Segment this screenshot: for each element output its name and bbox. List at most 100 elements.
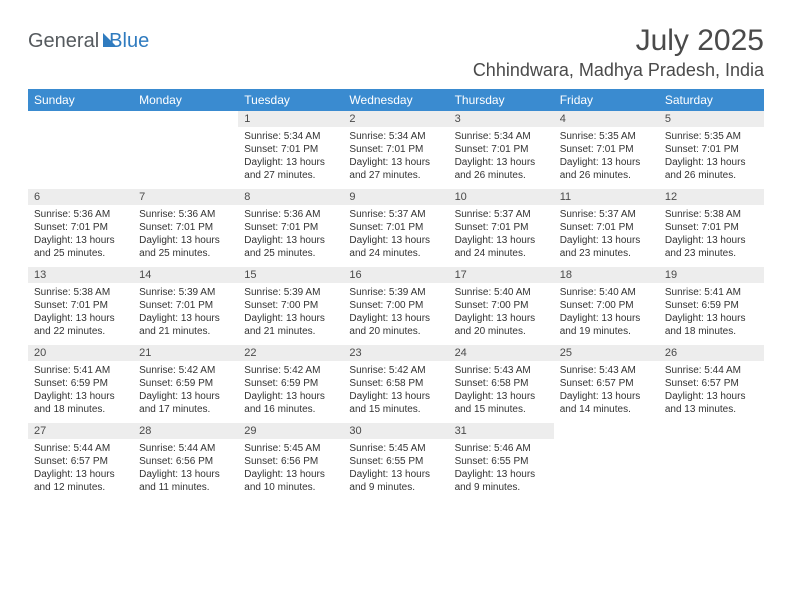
- sunset-text: Sunset: 6:55 PM: [455, 455, 548, 468]
- col-saturday: Saturday: [659, 89, 764, 111]
- day-info-cell: Sunrise: 5:34 AMSunset: 7:01 PMDaylight:…: [238, 127, 343, 189]
- daylight-text: Daylight: 13 hours and 15 minutes.: [455, 390, 548, 416]
- col-sunday: Sunday: [28, 89, 133, 111]
- col-monday: Monday: [133, 89, 238, 111]
- day-info-cell: Sunrise: 5:40 AMSunset: 7:00 PMDaylight:…: [554, 283, 659, 345]
- sunset-text: Sunset: 7:00 PM: [349, 299, 442, 312]
- sunset-text: Sunset: 6:59 PM: [34, 377, 127, 390]
- week-info-row: Sunrise: 5:34 AMSunset: 7:01 PMDaylight:…: [28, 127, 764, 189]
- day-number-cell: 7: [133, 189, 238, 205]
- daylight-text: Daylight: 13 hours and 17 minutes.: [139, 390, 232, 416]
- day-number-cell: 29: [238, 423, 343, 439]
- day-info-cell: Sunrise: 5:44 AMSunset: 6:56 PMDaylight:…: [133, 439, 238, 501]
- day-number-cell: 10: [449, 189, 554, 205]
- day-info-cell: Sunrise: 5:35 AMSunset: 7:01 PMDaylight:…: [554, 127, 659, 189]
- sunset-text: Sunset: 6:55 PM: [349, 455, 442, 468]
- day-info-cell: [133, 127, 238, 189]
- daylight-text: Daylight: 13 hours and 26 minutes.: [455, 156, 548, 182]
- day-number-cell: 12: [659, 189, 764, 205]
- daylight-text: Daylight: 13 hours and 20 minutes.: [455, 312, 548, 338]
- daylight-text: Daylight: 13 hours and 25 minutes.: [34, 234, 127, 260]
- week-daynum-row: 13141516171819: [28, 267, 764, 283]
- sunrise-text: Sunrise: 5:39 AM: [349, 286, 442, 299]
- day-number-cell: 14: [133, 267, 238, 283]
- day-info-cell: Sunrise: 5:42 AMSunset: 6:59 PMDaylight:…: [238, 361, 343, 423]
- day-info-cell: [659, 439, 764, 501]
- col-wednesday: Wednesday: [343, 89, 448, 111]
- week-daynum-row: 20212223242526: [28, 345, 764, 361]
- title-block: July 2025 Chhindwara, Madhya Pradesh, In…: [473, 24, 764, 81]
- week-daynum-row: 6789101112: [28, 189, 764, 205]
- day-number-cell: 26: [659, 345, 764, 361]
- day-number-cell: 24: [449, 345, 554, 361]
- week-daynum-row: 12345: [28, 111, 764, 127]
- sunrise-text: Sunrise: 5:42 AM: [349, 364, 442, 377]
- sunrise-text: Sunrise: 5:37 AM: [560, 208, 653, 221]
- sunset-text: Sunset: 7:01 PM: [34, 221, 127, 234]
- daylight-text: Daylight: 13 hours and 16 minutes.: [244, 390, 337, 416]
- sunrise-text: Sunrise: 5:35 AM: [665, 130, 758, 143]
- sunrise-text: Sunrise: 5:34 AM: [244, 130, 337, 143]
- sunset-text: Sunset: 6:59 PM: [139, 377, 232, 390]
- day-number-cell: 25: [554, 345, 659, 361]
- daylight-text: Daylight: 13 hours and 18 minutes.: [665, 312, 758, 338]
- daylight-text: Daylight: 13 hours and 10 minutes.: [244, 468, 337, 494]
- day-info-cell: Sunrise: 5:39 AMSunset: 7:00 PMDaylight:…: [343, 283, 448, 345]
- daylight-text: Daylight: 13 hours and 12 minutes.: [34, 468, 127, 494]
- day-info-cell: Sunrise: 5:36 AMSunset: 7:01 PMDaylight:…: [238, 205, 343, 267]
- sunset-text: Sunset: 7:01 PM: [349, 143, 442, 156]
- day-info-cell: Sunrise: 5:41 AMSunset: 6:59 PMDaylight:…: [28, 361, 133, 423]
- day-number-cell: 20: [28, 345, 133, 361]
- day-info-cell: [28, 127, 133, 189]
- day-number-cell: 31: [449, 423, 554, 439]
- daylight-text: Daylight: 13 hours and 27 minutes.: [349, 156, 442, 182]
- day-number-cell: [133, 111, 238, 127]
- sunrise-text: Sunrise: 5:36 AM: [34, 208, 127, 221]
- sunrise-text: Sunrise: 5:36 AM: [244, 208, 337, 221]
- sunrise-text: Sunrise: 5:44 AM: [34, 442, 127, 455]
- day-info-cell: Sunrise: 5:38 AMSunset: 7:01 PMDaylight:…: [659, 205, 764, 267]
- daylight-text: Daylight: 13 hours and 22 minutes.: [34, 312, 127, 338]
- daylight-text: Daylight: 13 hours and 23 minutes.: [665, 234, 758, 260]
- day-number-cell: 21: [133, 345, 238, 361]
- day-number-cell: 5: [659, 111, 764, 127]
- sunrise-text: Sunrise: 5:42 AM: [139, 364, 232, 377]
- sunset-text: Sunset: 7:01 PM: [34, 299, 127, 312]
- sunrise-text: Sunrise: 5:43 AM: [560, 364, 653, 377]
- day-number-cell: 8: [238, 189, 343, 205]
- week-info-row: Sunrise: 5:44 AMSunset: 6:57 PMDaylight:…: [28, 439, 764, 501]
- day-number-cell: [554, 423, 659, 439]
- daylight-text: Daylight: 13 hours and 19 minutes.: [560, 312, 653, 338]
- day-info-cell: Sunrise: 5:44 AMSunset: 6:57 PMDaylight:…: [659, 361, 764, 423]
- daylight-text: Daylight: 13 hours and 14 minutes.: [560, 390, 653, 416]
- day-number-cell: 11: [554, 189, 659, 205]
- day-number-cell: 16: [343, 267, 448, 283]
- logo-text-general: General: [28, 30, 99, 53]
- day-info-cell: Sunrise: 5:36 AMSunset: 7:01 PMDaylight:…: [28, 205, 133, 267]
- col-thursday: Thursday: [449, 89, 554, 111]
- day-number-cell: 15: [238, 267, 343, 283]
- calendar-body: 12345Sunrise: 5:34 AMSunset: 7:01 PMDayl…: [28, 111, 764, 501]
- daylight-text: Daylight: 13 hours and 21 minutes.: [139, 312, 232, 338]
- daylight-text: Daylight: 13 hours and 18 minutes.: [34, 390, 127, 416]
- sunset-text: Sunset: 7:01 PM: [665, 221, 758, 234]
- sunset-text: Sunset: 7:01 PM: [560, 143, 653, 156]
- sunrise-text: Sunrise: 5:43 AM: [455, 364, 548, 377]
- week-info-row: Sunrise: 5:36 AMSunset: 7:01 PMDaylight:…: [28, 205, 764, 267]
- sunrise-text: Sunrise: 5:37 AM: [455, 208, 548, 221]
- sunrise-text: Sunrise: 5:38 AM: [665, 208, 758, 221]
- sunrise-text: Sunrise: 5:34 AM: [349, 130, 442, 143]
- logo: General Blue: [28, 24, 149, 53]
- sunset-text: Sunset: 7:01 PM: [139, 221, 232, 234]
- sunset-text: Sunset: 7:01 PM: [560, 221, 653, 234]
- col-tuesday: Tuesday: [238, 89, 343, 111]
- daylight-text: Daylight: 13 hours and 24 minutes.: [455, 234, 548, 260]
- week-daynum-row: 2728293031: [28, 423, 764, 439]
- day-info-cell: Sunrise: 5:34 AMSunset: 7:01 PMDaylight:…: [343, 127, 448, 189]
- sunset-text: Sunset: 6:58 PM: [349, 377, 442, 390]
- daylight-text: Daylight: 13 hours and 26 minutes.: [560, 156, 653, 182]
- day-info-cell: Sunrise: 5:43 AMSunset: 6:58 PMDaylight:…: [449, 361, 554, 423]
- sunrise-text: Sunrise: 5:40 AM: [455, 286, 548, 299]
- day-number-cell: 6: [28, 189, 133, 205]
- sunrise-text: Sunrise: 5:35 AM: [560, 130, 653, 143]
